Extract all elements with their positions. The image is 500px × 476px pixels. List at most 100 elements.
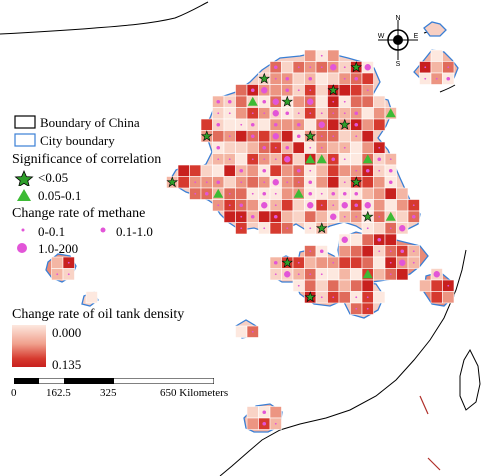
grid-cell <box>373 95 386 108</box>
significance-triangle <box>362 269 373 279</box>
methane-marker <box>309 89 312 92</box>
methane-marker <box>284 271 291 278</box>
significance-star <box>350 61 363 73</box>
methane-marker <box>388 168 393 173</box>
methane-marker <box>308 76 313 81</box>
methane-marker <box>364 64 371 71</box>
methane-marker <box>332 135 335 138</box>
grid-cell <box>223 118 236 131</box>
grid-cell <box>350 279 363 292</box>
methane-marker <box>216 180 221 185</box>
methane-marker <box>284 156 291 163</box>
methane-marker <box>307 202 314 209</box>
methane-marker <box>250 122 255 127</box>
significance-triangle <box>316 154 327 164</box>
grid-cell <box>292 199 305 212</box>
methane-marker <box>354 203 359 208</box>
legend-oil-min: 0.000 <box>52 325 82 340</box>
methane-marker <box>205 181 208 184</box>
methane-marker <box>273 122 278 127</box>
methane-marker <box>309 66 312 69</box>
methane-marker <box>309 146 312 149</box>
grid-cell <box>281 187 294 200</box>
methane-marker <box>274 77 277 80</box>
methane-marker <box>389 250 392 253</box>
methane-marker <box>308 180 313 185</box>
methane-marker <box>377 237 382 242</box>
methane-marker <box>263 227 266 230</box>
methane-marker <box>263 158 266 161</box>
methane-marker <box>366 307 369 310</box>
grid-cell <box>396 187 409 200</box>
grid-cell <box>430 61 443 74</box>
grid-cell <box>384 233 397 246</box>
methane-marker <box>297 66 300 69</box>
methane-marker <box>320 273 323 276</box>
methane-marker <box>240 215 243 218</box>
grid-cell <box>315 84 328 97</box>
methane-marker <box>285 76 290 81</box>
methane-marker <box>319 249 324 254</box>
significance-star <box>361 210 374 222</box>
methane-marker <box>274 204 277 207</box>
city-boundary-swatch <box>14 133 36 147</box>
methane-marker <box>194 192 197 195</box>
grid-cell <box>361 118 374 131</box>
legend-oil-max: 0.135 <box>52 357 82 372</box>
grid-cell <box>269 164 282 177</box>
grid-cell <box>361 233 374 246</box>
methane-marker <box>250 214 255 219</box>
methane-marker <box>274 146 277 149</box>
scale-t0: 0 <box>11 387 17 399</box>
grid-cell <box>304 210 317 223</box>
methane-marker <box>355 169 358 172</box>
methane-marker <box>263 181 266 184</box>
grid-cell <box>327 118 340 131</box>
methane-marker <box>354 122 359 127</box>
grid-cell <box>177 176 190 189</box>
scale-t1: 162.5 <box>46 387 71 399</box>
methane-marker <box>239 203 244 208</box>
oil-density-grid <box>51 49 455 430</box>
methane-marker <box>240 227 243 230</box>
methane-marker <box>342 191 347 196</box>
grid-cell <box>85 291 98 304</box>
grid-cell <box>361 107 374 120</box>
grid-cell <box>373 222 386 235</box>
legend-methane-3: 1.0-200 <box>38 241 79 256</box>
legend-methane-1: 0-0.1 <box>38 224 66 239</box>
methane-marker <box>355 296 358 299</box>
methane-marker <box>308 191 313 196</box>
methane-marker <box>332 100 335 103</box>
methane-marker <box>194 181 197 184</box>
legend-china-boundary: Boundary of China <box>40 115 140 130</box>
grid-cell <box>361 72 374 85</box>
grid-cell <box>419 279 432 292</box>
grid-cell <box>350 84 363 97</box>
methane-marker <box>228 158 231 161</box>
significance-star <box>304 291 317 303</box>
methane-marker <box>366 296 369 299</box>
methane-marker <box>296 134 301 139</box>
methane-marker <box>251 192 254 195</box>
legend-methane-title: Change rate of methane <box>12 206 146 221</box>
methane-marker <box>240 123 243 126</box>
significance-triangle <box>247 96 258 106</box>
methane-marker <box>216 145 221 150</box>
methane-marker <box>309 112 312 115</box>
grid-cell <box>315 256 328 269</box>
grid-cell <box>384 199 397 212</box>
methane-marker <box>341 236 348 243</box>
methane-marker <box>399 225 406 232</box>
grid-cell <box>246 406 259 419</box>
methane-marker <box>433 271 440 278</box>
grid-cell <box>304 279 317 292</box>
methane-marker <box>343 112 346 115</box>
legend-oil-title: Change rate of oil tank density <box>12 307 185 322</box>
compass-n: N <box>395 15 400 22</box>
methane-marker <box>250 134 255 139</box>
grid-cell <box>327 141 340 154</box>
grid-cell <box>350 95 363 108</box>
methane-marker <box>365 168 370 173</box>
methane-large-icon <box>17 243 27 253</box>
